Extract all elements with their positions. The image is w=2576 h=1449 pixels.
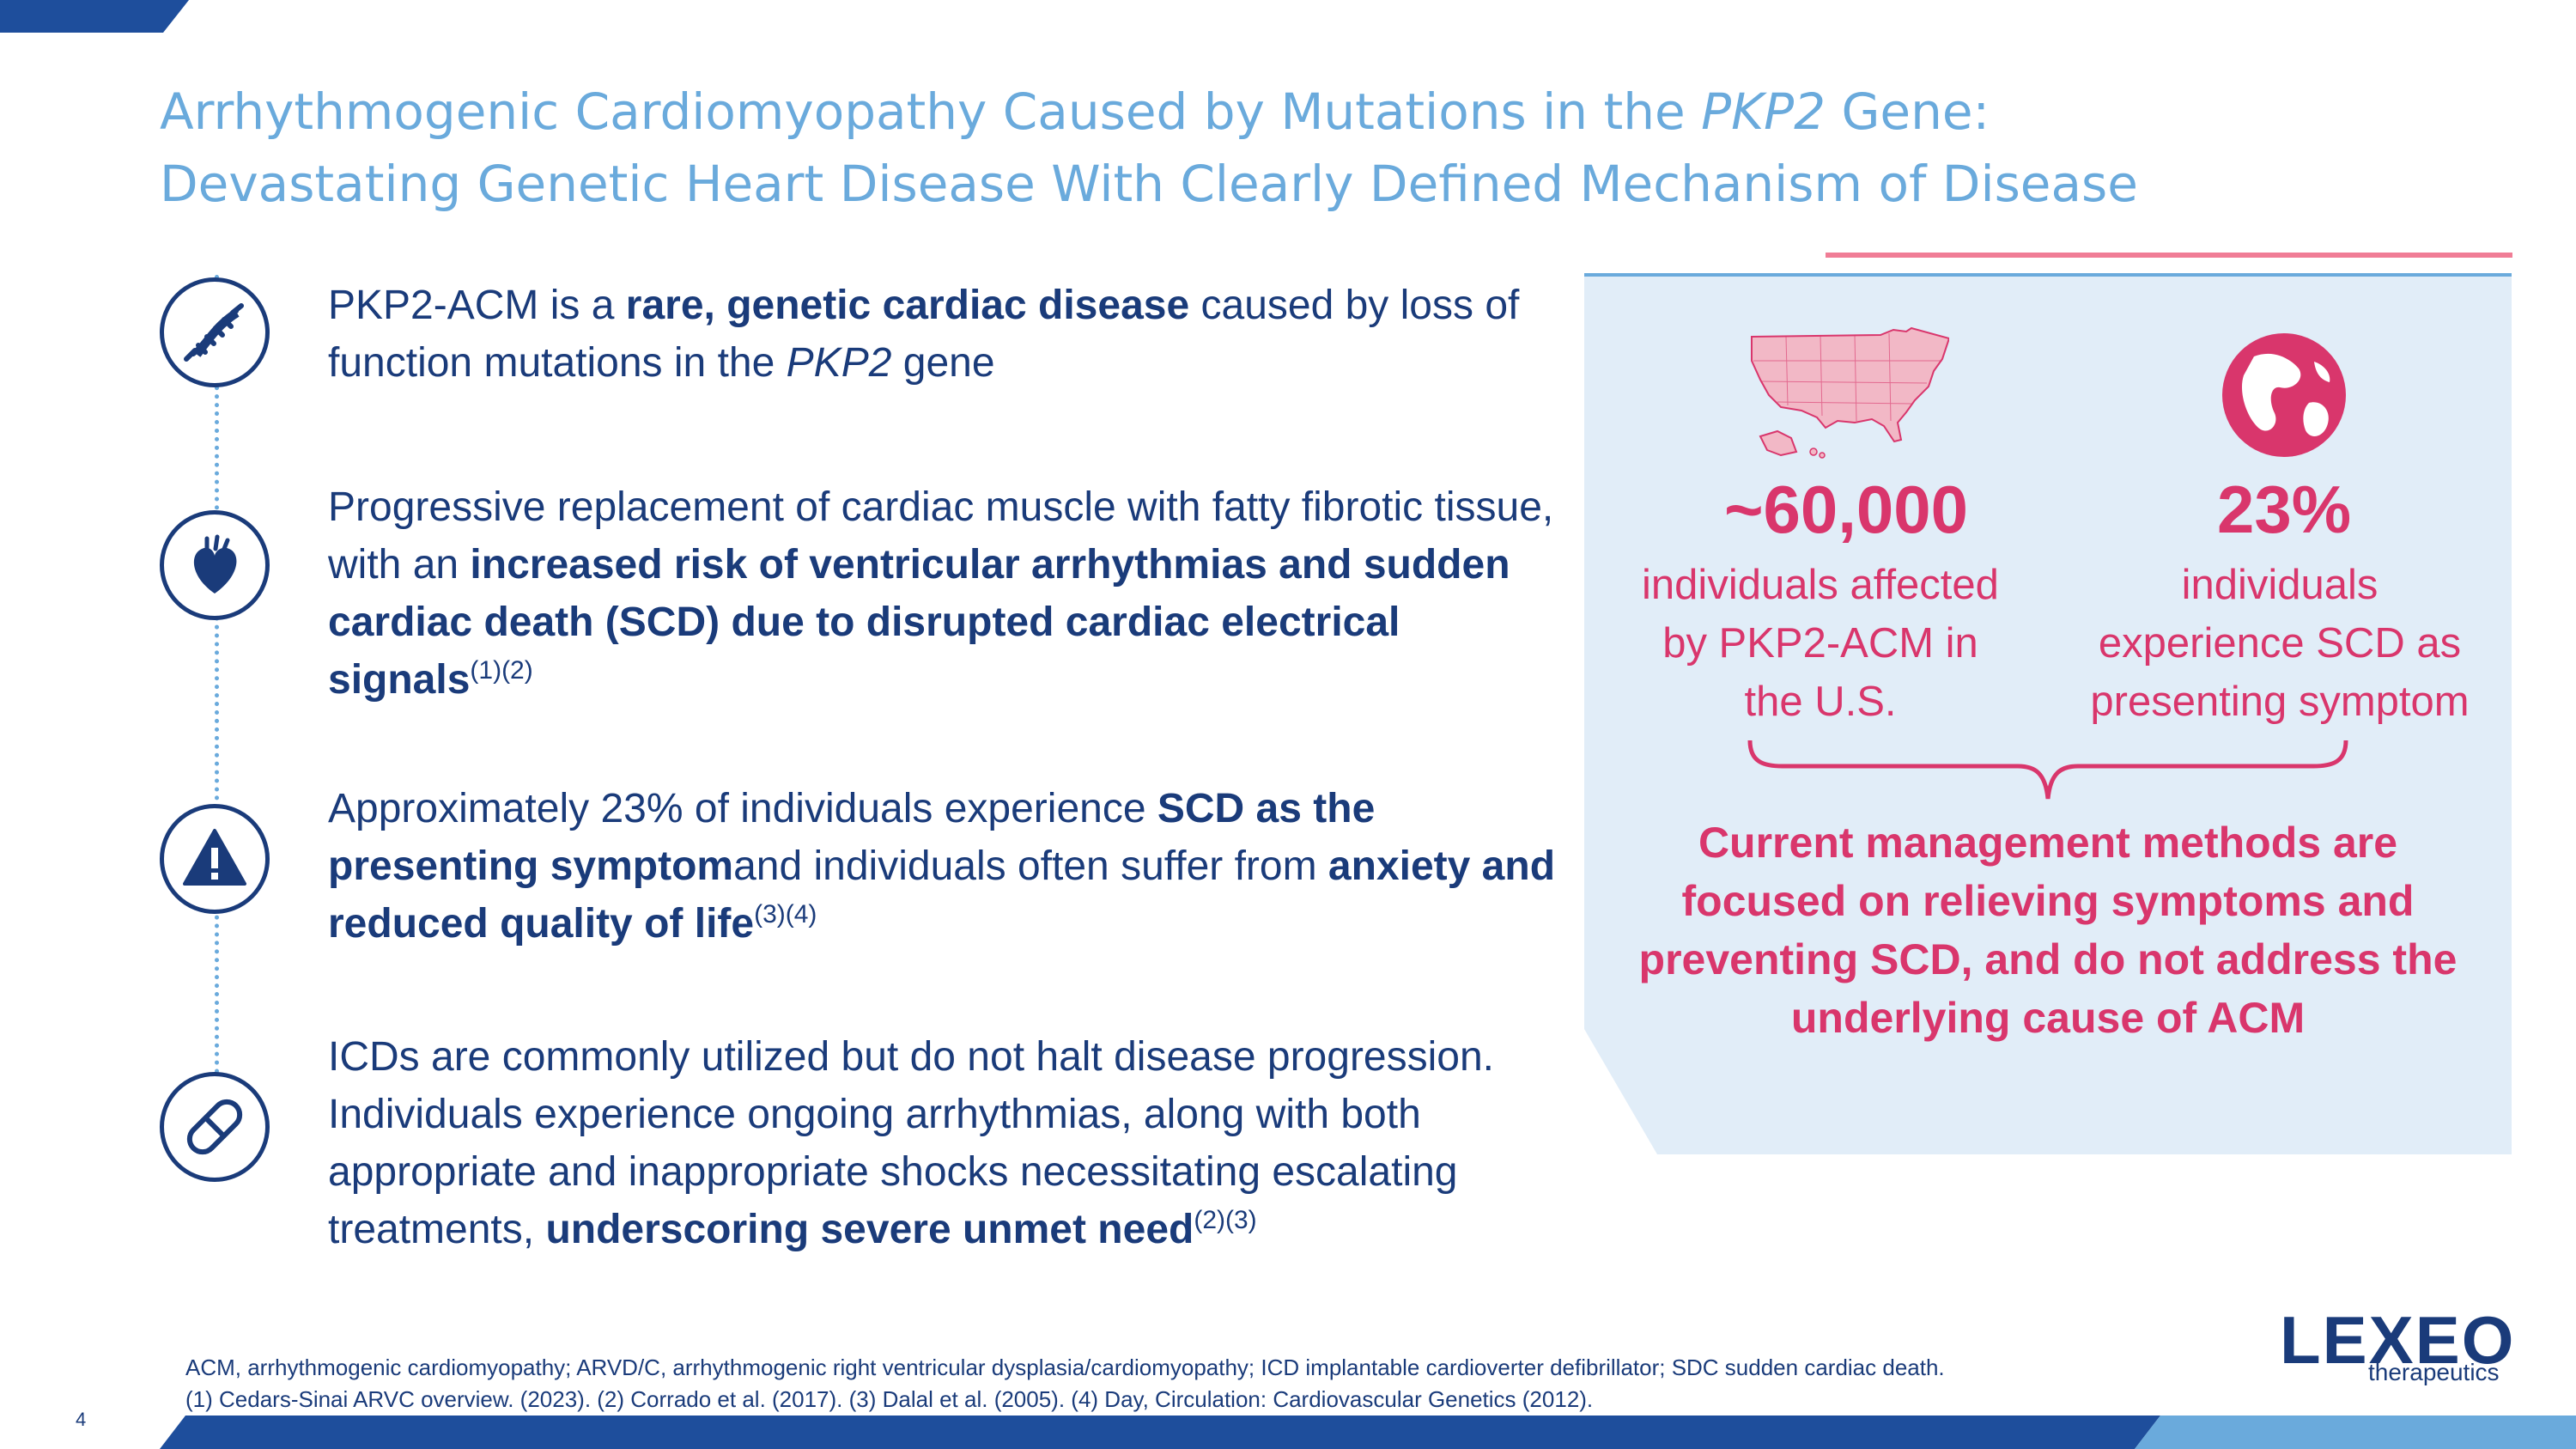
panel-accent-line (1826, 253, 2512, 258)
stat-desc-scd-line-1: individuals (2181, 562, 2379, 608)
title-line-1: Arrhythmogenic Cardiomyopathy Caused by … (160, 82, 1990, 141)
title-line-2: Devastating Genetic Heart Disease With C… (160, 155, 2138, 213)
management-line-4: underlying cause of ACM (1790, 994, 2306, 1042)
management-line-1: Current management methods are (1698, 819, 2398, 867)
stats-panel (1584, 273, 2512, 1154)
footnote-abbreviations: ACM, arrhythmogenic cardiomyopathy; ARVD… (185, 1355, 1945, 1380)
bullet-3: Approximately 23% of individuals experie… (328, 786, 1556, 947)
footnote-references: (1) Cedars-Sinai ARVC overview. (2023). … (185, 1386, 1594, 1412)
stat-desc-scd-line-2: experience SCD as (2098, 620, 2462, 667)
lexeo-logo-subtitle: therapeutics (2368, 1359, 2500, 1385)
stat-desc-scd: individuals experience SCD as presenting… (2057, 556, 2503, 731)
page-number: 4 (76, 1409, 87, 1430)
timeline-connector (215, 275, 219, 1151)
bullet-4: ICDs are commonly utilized but do not ha… (328, 1034, 1495, 1252)
management-line-3: preventing SCD, and do not address the (1638, 935, 2458, 983)
pill-icon (160, 1072, 270, 1182)
us-map-icon (1751, 326, 1949, 459)
globe-icon (2222, 333, 2346, 457)
dna-icon (160, 277, 270, 387)
stat-desc-us-line-2: by PKP2-ACM in (1662, 620, 1978, 667)
curly-brace (1747, 740, 2348, 800)
footnotes: ACM, arrhythmogenic cardiomyopathy; ARVD… (185, 1352, 2229, 1416)
stat-desc-us-line-1: individuals affected (1642, 562, 1999, 608)
stat-value-scd: 23% (2216, 472, 2352, 547)
stat-desc-us: individuals affected by PKP2-ACM in the … (1614, 556, 2026, 731)
warning-icon (160, 804, 270, 914)
stat-desc-us-line-3: the U.S. (1744, 679, 1897, 725)
page-title: Arrhythmogenic Cardiomyopathy Caused by … (160, 76, 2392, 220)
stat-value-us: ~60,000 (1723, 472, 1969, 547)
heart-icon (160, 510, 270, 620)
management-statement: Current management methods are focused o… (1614, 813, 2482, 1047)
bullet-1: PKP2-ACM is a rare, genetic cardiac dise… (328, 283, 1520, 386)
top-accent-bar (0, 0, 189, 33)
stat-desc-scd-line-3: presenting symptom (2090, 679, 2470, 725)
bullet-2: Progressive replacement of cardiac muscl… (328, 484, 1554, 703)
lexeo-logo: LEXEO (2280, 1302, 2516, 1378)
panel-top-border (1584, 273, 2512, 277)
bottom-accent-bar (160, 1416, 2576, 1449)
management-line-2: focused on relieving symptoms and (1681, 877, 2415, 925)
